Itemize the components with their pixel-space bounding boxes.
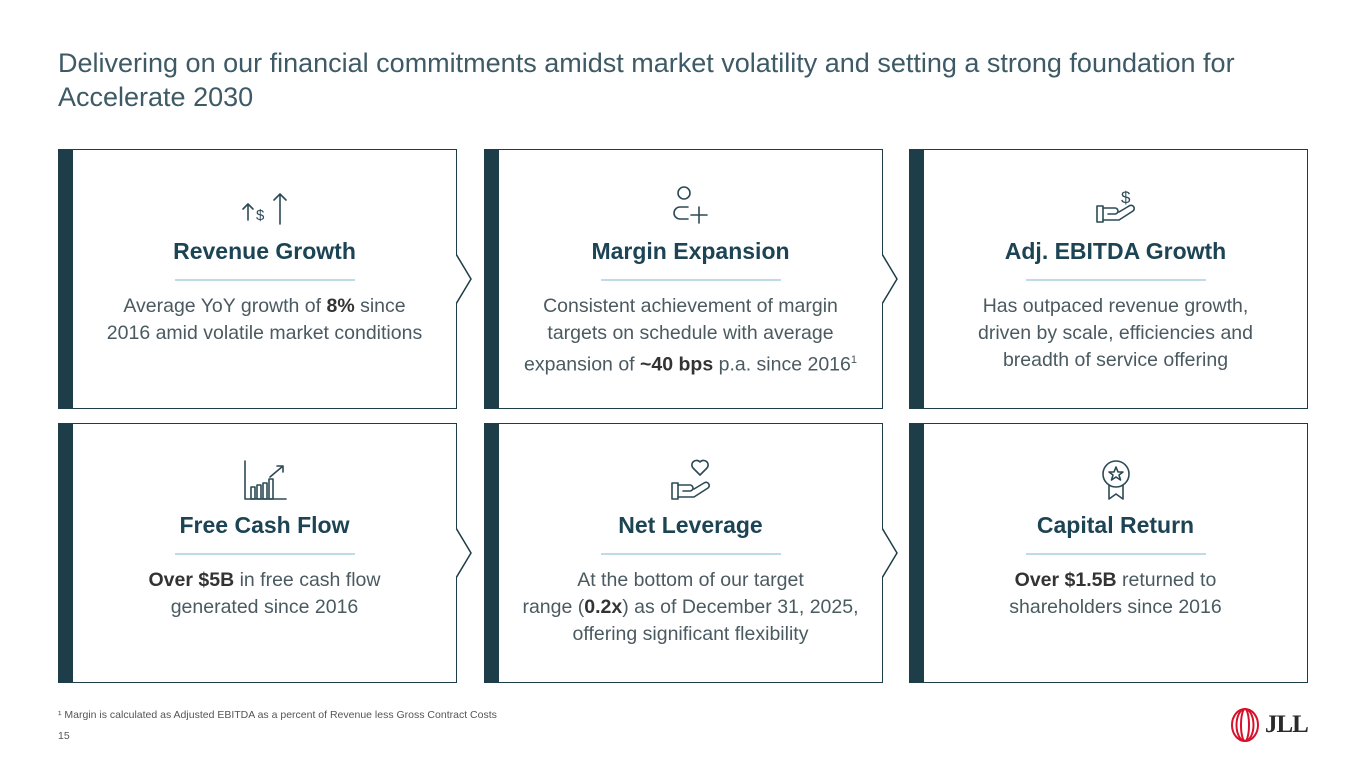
card-net-leverage: Net Leverage At the bottom of our target… — [484, 423, 883, 683]
heading-rule — [600, 553, 781, 555]
card-heading: Net Leverage — [618, 512, 763, 538]
card-capital-return: Capital Return Over $1.5B returned to sh… — [909, 423, 1308, 683]
bar-chart-growth-icon — [73, 454, 456, 506]
footnote: ¹ Margin is calculated as Adjusted EBITD… — [58, 709, 497, 721]
award-ribbon-icon — [924, 454, 1307, 506]
svg-text:$: $ — [1121, 188, 1131, 207]
jll-logo: JLL — [1230, 707, 1310, 743]
logo-text: JLL — [1265, 711, 1309, 738]
card-heading: Capital Return — [1036, 512, 1195, 538]
card-body: Over $1.5B returned to shareholders sinc… — [1009, 569, 1222, 618]
page-title: Delivering on our financial commitments … — [58, 48, 1235, 112]
card-heading: Revenue Growth — [173, 238, 356, 264]
heading-rule — [1025, 279, 1206, 281]
chevron-right-icon — [881, 253, 898, 305]
card-body: Consistent achievement of margin targets… — [524, 295, 857, 376]
jll-logo-mark-icon — [1231, 708, 1259, 742]
heading-rule — [174, 279, 355, 281]
card-heading: Adj. EBITDA Growth — [1004, 238, 1227, 264]
revenue-growth-icon: $ — [73, 180, 456, 232]
heading-rule — [1025, 553, 1206, 555]
heading-rule — [174, 553, 355, 555]
card-body: Average YoY growth of 8% since 2016 amid… — [106, 295, 423, 344]
page-number: 15 — [58, 730, 70, 742]
card-heading: Margin Expansion — [591, 238, 790, 264]
card-heading: Free Cash Flow — [179, 512, 350, 538]
heading-rule — [600, 279, 781, 281]
card-margin-expansion: Margin Expansion Consistent achievement … — [484, 149, 883, 409]
card-adj-ebitda-growth: $ Adj. EBITDA Growth Has outpaced revenu… — [909, 149, 1308, 409]
svg-text:$: $ — [256, 207, 265, 224]
hand-dollar-icon: $ — [924, 180, 1307, 232]
person-plus-icon — [499, 180, 882, 232]
hand-heart-icon — [499, 454, 882, 506]
chevron-right-icon — [455, 253, 472, 305]
chevron-right-icon — [455, 527, 472, 579]
card-revenue-growth: $ Revenue Growth Average YoY growth of 8… — [58, 149, 457, 409]
card-body: Has outpaced revenue growth, driven by s… — [978, 295, 1253, 371]
card-body: Over $5B in free cash flow generated sin… — [148, 569, 381, 618]
card-body: At the bottom of our target range (0.2x)… — [522, 569, 859, 645]
card-free-cash-flow: Free Cash Flow Over $5B in free cash flo… — [58, 423, 457, 683]
chevron-right-icon — [881, 527, 898, 579]
